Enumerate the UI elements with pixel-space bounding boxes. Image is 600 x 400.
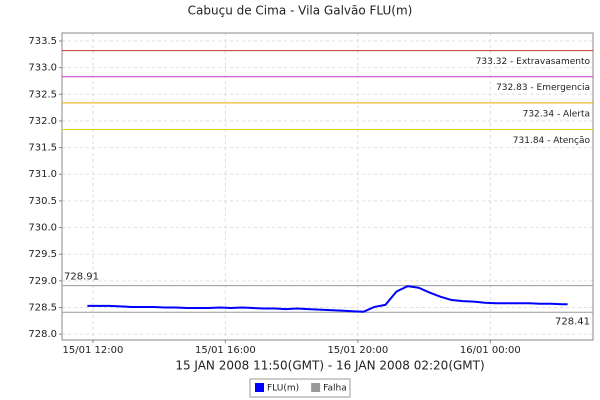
- y-tick-label: 730.5: [28, 196, 57, 207]
- y-tick-label: 731.5: [28, 143, 57, 154]
- y-tick-label: 729.5: [28, 249, 57, 260]
- y-tick-label: 732.0: [28, 116, 57, 127]
- legend-swatch: [255, 383, 264, 392]
- legend-swatch: [311, 383, 321, 392]
- x-tick-label: 15/01 12:00: [62, 345, 123, 356]
- legend-label: FLU(m): [267, 384, 299, 394]
- legend-box: [249, 378, 351, 398]
- threshold-label: 732.83 - Emergencia: [496, 83, 590, 93]
- y-tick-label: 733.5: [28, 36, 57, 47]
- chart-title: Cabuçu de Cima - Vila Galvão FLU(m): [188, 4, 413, 18]
- y-tick-label: 729.0: [28, 276, 57, 287]
- x-tick-label: 15/01 16:00: [195, 345, 256, 356]
- y-tick-label: 728.0: [28, 329, 57, 340]
- x-tick-label: 16/01 00:00: [460, 345, 521, 356]
- x-axis-label: 15 JAN 2008 11:50(GMT) - 16 JAN 2008 02:…: [175, 359, 484, 373]
- threshold-label: 732.34 - Alerta: [523, 109, 590, 119]
- plot-frame: [61, 32, 594, 341]
- y-tick-label: 731.0: [28, 169, 57, 180]
- series-line: [87, 285, 568, 313]
- y-tick-label: 733.0: [28, 63, 57, 74]
- falha-label: 728.91: [64, 272, 99, 283]
- falha-label: 728.41: [555, 316, 590, 327]
- threshold-label: 731.84 - Atenção: [513, 136, 591, 146]
- x-tick-label: 15/01 20:00: [327, 345, 388, 356]
- y-tick-label: 732.5: [28, 89, 57, 100]
- y-tick-label: 728.5: [28, 302, 57, 313]
- threshold-label: 733.32 - Extravasamento: [476, 57, 591, 67]
- y-tick-label: 730.0: [28, 223, 57, 234]
- legend-label: Falha: [323, 384, 347, 394]
